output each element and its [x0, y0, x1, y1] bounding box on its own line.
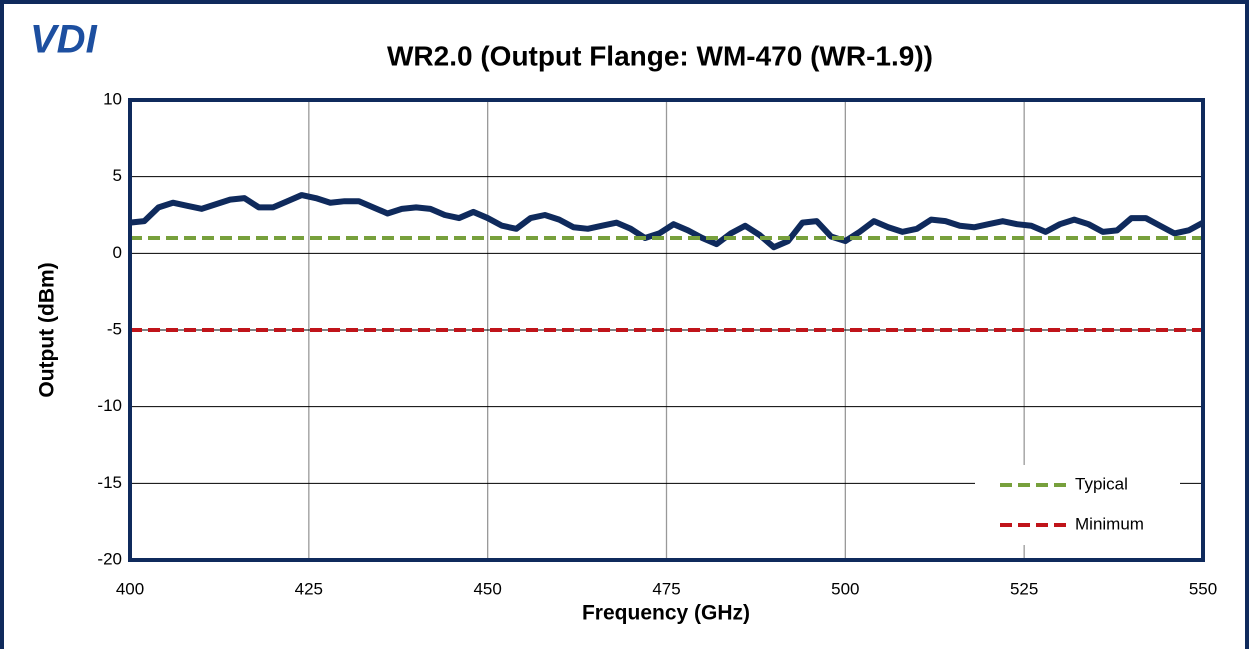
chart-title: WR2.0 (Output Flange: WM-470 (WR-1.9)) [387, 40, 933, 71]
y-tick-label: -15 [97, 473, 122, 492]
data-line [129, 192, 1205, 251]
x-tick-label: 550 [1189, 579, 1217, 598]
plot-border [128, 98, 1205, 562]
legend-label: Typical [1075, 474, 1128, 493]
legend-label: Minimum [1075, 514, 1144, 533]
y-tick-label: 5 [113, 166, 122, 185]
x-tick-label: 425 [295, 579, 323, 598]
y-tick-label: -20 [97, 549, 122, 568]
x-axis-label: Frequency (GHz) [582, 602, 750, 625]
y-tick-label: -5 [107, 319, 122, 338]
y-tick-label: 10 [103, 89, 122, 108]
x-tick-label: 400 [116, 579, 144, 598]
y-tick-label: -10 [97, 396, 122, 415]
x-tick-label: 475 [652, 579, 680, 598]
y-axis-label: Output (dBm) [36, 262, 59, 397]
x-tick-label: 500 [831, 579, 859, 598]
legend-box [975, 465, 1180, 545]
x-tick-label: 525 [1010, 579, 1038, 598]
x-tick-label: 450 [473, 579, 501, 598]
y-tick-label: 0 [113, 243, 122, 262]
logo: VDI [30, 18, 98, 62]
